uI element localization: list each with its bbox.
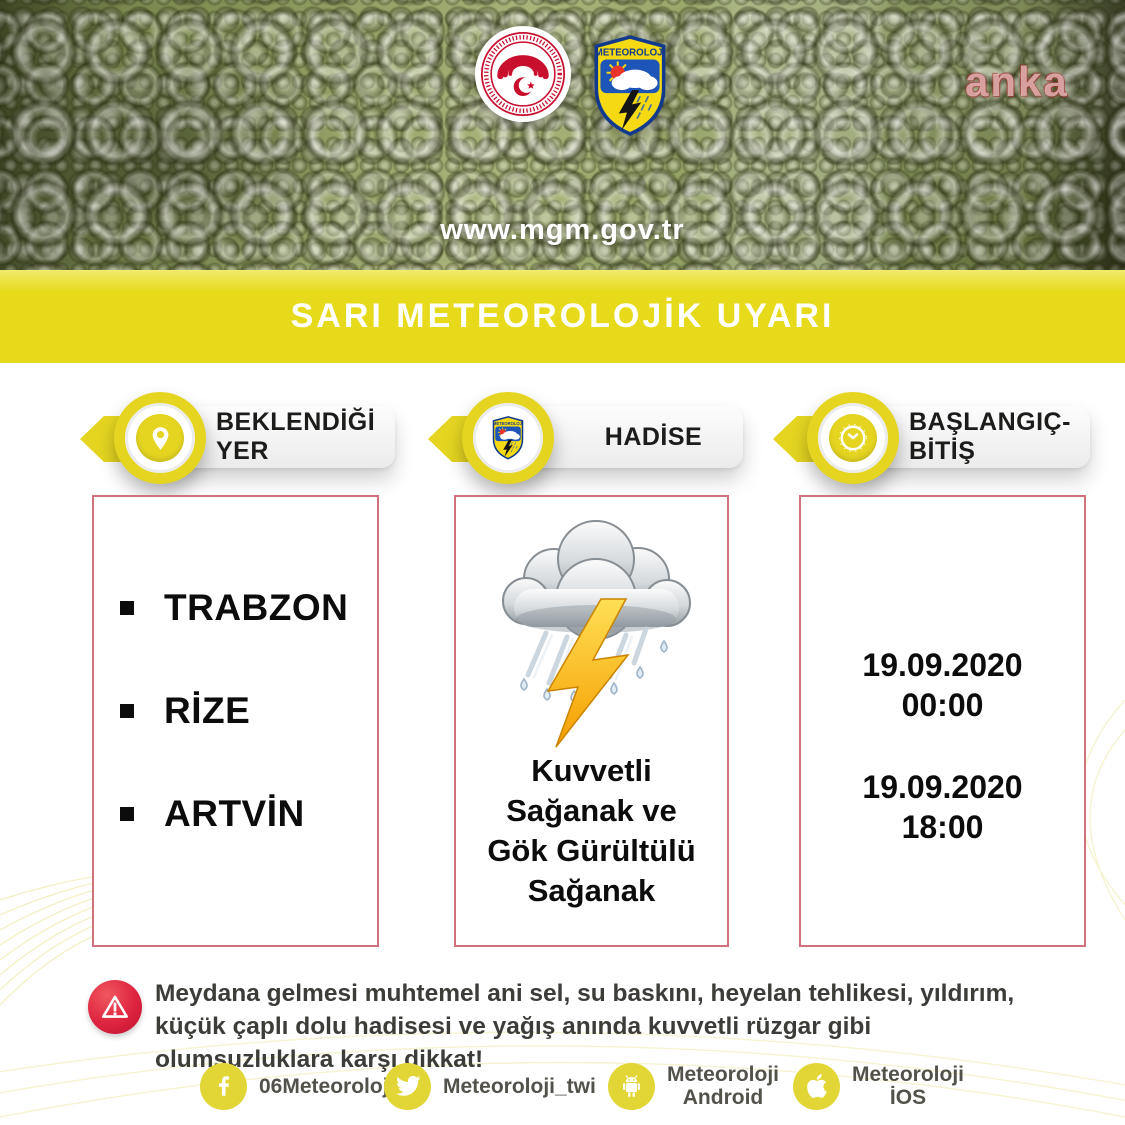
list-item: ARTVİN [116,793,377,835]
raindrops-texture [0,0,1125,270]
locations-list: TRABZON RİZE ARTVİN [94,497,377,835]
bullet-square [120,807,134,821]
android-icon [608,1062,655,1110]
locations-box: TRABZON RİZE ARTVİN [92,495,379,947]
social-handle: Meteoroloji_twi [443,1074,596,1098]
start-datetime: 19.09.2020 00:00 [801,645,1084,725]
meteoroloji-shield-icon [492,416,524,460]
anka-watermark: anka [965,58,1069,105]
social-handle: 06Meteoroloji [259,1074,395,1098]
schedule-box: 19.09.2020 00:00 19.09.2020 18:00 [799,495,1086,947]
storm-cloud-icon [502,520,691,748]
clock-icon [838,423,868,453]
column-header-location: BEKLENDİĞİ YER [80,392,395,484]
website-url: www.mgm.gov.tr [440,214,685,246]
end-date: 19.09.2020 [862,769,1023,805]
list-item: TRABZON [116,587,377,629]
social-facebook: 06Meteoroloji [200,1058,394,1114]
warning-text: Meydana gelmesi muhtemel ani sel, su bas… [155,980,1015,1073]
end-time: 18:00 [901,809,984,845]
event-box: Kuvvetli Sağanak ve Gök Gürültülü Sağana… [454,495,729,947]
social-handle: Meteoroloji [667,1063,780,1086]
social-apple: Meteoroloji İOS [793,1058,964,1114]
social-handle-line2: Android [682,1086,764,1109]
start-date: 19.09.2020 [862,647,1023,683]
social-twitter: Meteoroloji_twi [384,1058,596,1114]
social-handle: Meteoroloji [852,1063,965,1086]
location-pin-icon [152,426,168,450]
location-name: RİZE [164,690,251,731]
pill-badge [462,392,554,484]
pill-badge [807,392,899,484]
column-header-time: BAŞLANGIÇ-BİTİŞ [773,392,1090,484]
end-datetime: 19.09.2020 18:00 [801,767,1084,847]
facebook-icon [200,1062,247,1110]
list-item: RİZE [116,690,377,732]
pill-badge [114,392,206,484]
location-name: TRABZON [164,587,349,628]
bullet-square [120,601,134,615]
twitter-icon [384,1062,431,1110]
ministry-logo [474,25,572,123]
social-handle-line2: İOS [889,1086,927,1109]
bullet-square [120,704,134,718]
start-time: 00:00 [901,687,984,723]
apple-icon [793,1062,840,1110]
meteoroloji-logo [593,35,667,137]
alert-icon [88,980,142,1034]
location-name: ARTVİN [164,793,305,834]
social-android: Meteoroloji Android [608,1058,779,1114]
hero-photo: www.mgm.gov.tr anka [0,0,1125,270]
event-description: Kuvvetli Sağanak ve Gök Gürültülü Sağana… [487,753,696,908]
warning-banner: SARI METEOROLOJİK UYARI [0,270,1125,363]
column-header-event: HADİSE [428,392,743,484]
banner-title: SARI METEOROLOJİK UYARI [290,297,835,335]
